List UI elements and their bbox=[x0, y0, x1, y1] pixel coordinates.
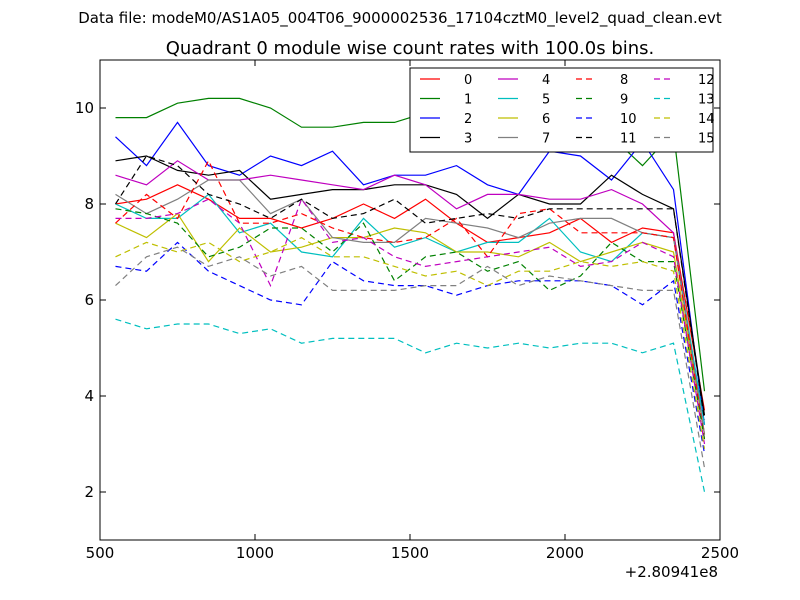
legend-label-13: 13 bbox=[698, 93, 715, 108]
legend-box bbox=[409, 67, 714, 153]
y-tick-label: 6 bbox=[84, 291, 94, 309]
legend-label-3: 3 bbox=[464, 132, 472, 147]
x-tick-label: 500 bbox=[86, 544, 115, 562]
y-tick-label: 8 bbox=[84, 195, 94, 213]
x-tick-label: 1000 bbox=[236, 544, 274, 562]
x-tick-label: 1500 bbox=[391, 544, 429, 562]
series-line-9 bbox=[115, 208, 706, 440]
legend-label-8: 8 bbox=[620, 73, 628, 88]
series-line-8 bbox=[115, 159, 706, 440]
series-line-7 bbox=[115, 179, 706, 435]
legend-label-6: 6 bbox=[542, 112, 550, 127]
legend-label-5: 5 bbox=[542, 93, 550, 108]
legend-label-4: 4 bbox=[542, 73, 550, 88]
legend-label-14: 14 bbox=[698, 112, 715, 127]
series-line-14 bbox=[115, 236, 706, 449]
series-line-10 bbox=[115, 241, 706, 454]
suptitle: Data file: modeM0/AS1A05_004T06_90000025… bbox=[78, 9, 722, 28]
series-line-2 bbox=[115, 121, 706, 425]
legend-label-1: 1 bbox=[464, 93, 472, 108]
plot-lines bbox=[114, 97, 706, 493]
series-line-15 bbox=[115, 246, 706, 469]
x-tick-label: 2000 bbox=[546, 544, 584, 562]
x-tick-label: 2500 bbox=[701, 544, 739, 562]
series-line-12 bbox=[115, 197, 706, 445]
y-tick-label: 4 bbox=[84, 387, 94, 405]
chart-title: Quadrant 0 module wise count rates with … bbox=[166, 38, 655, 59]
y-tick-label: 2 bbox=[84, 483, 94, 501]
series-line-5 bbox=[115, 193, 706, 425]
series-line-0 bbox=[115, 184, 706, 411]
y-tick-label: 10 bbox=[75, 99, 94, 117]
x-offset-label: +2.80941e8 bbox=[625, 563, 718, 581]
legend-label-15: 15 bbox=[698, 132, 715, 147]
series-line-13 bbox=[115, 318, 706, 493]
legend-label-9: 9 bbox=[620, 93, 628, 108]
legend-label-2: 2 bbox=[464, 112, 472, 127]
legend-label-11: 11 bbox=[620, 132, 637, 147]
legend-label-10: 10 bbox=[620, 112, 637, 127]
series-line-3 bbox=[115, 155, 706, 416]
legend-label-12: 12 bbox=[698, 73, 715, 88]
legend-label-7: 7 bbox=[542, 132, 550, 147]
legend-label-0: 0 bbox=[464, 73, 472, 88]
